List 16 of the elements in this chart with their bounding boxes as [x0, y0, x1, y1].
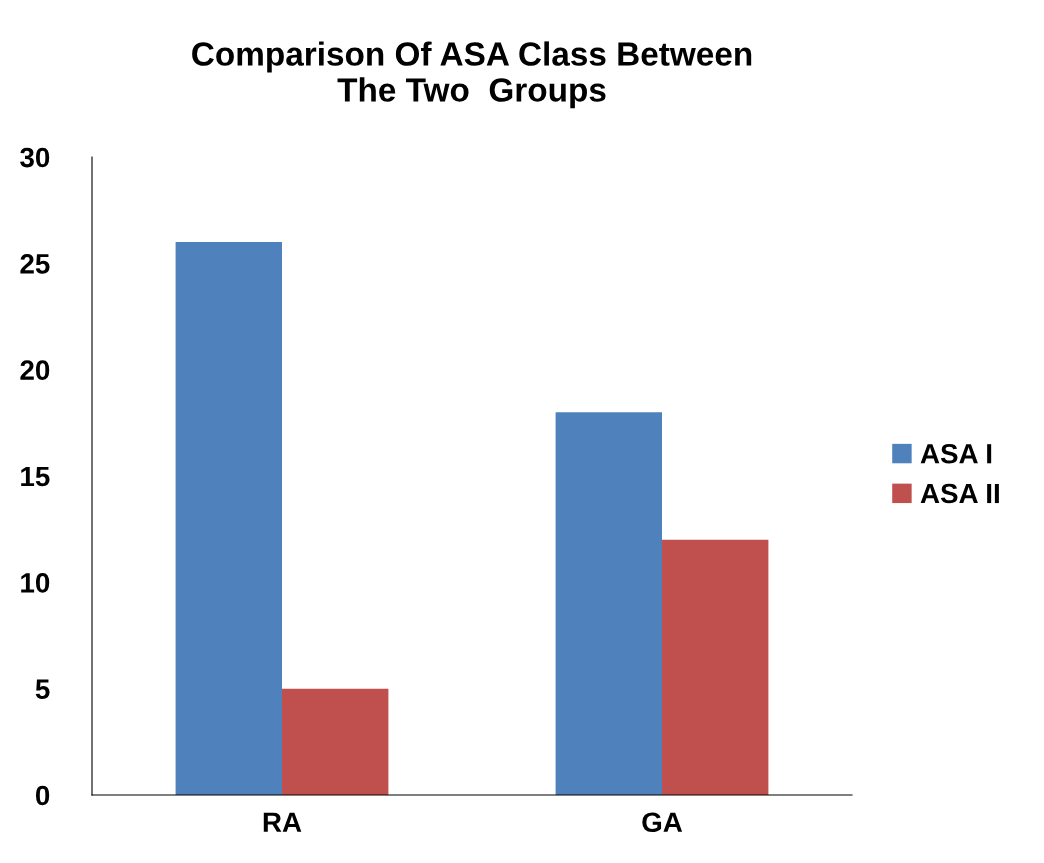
chart-title: Comparison Of ASA Class Between The Two Groups — [192, 41, 752, 109]
y-tick-label: 30 — [20, 147, 50, 168]
x-tick-label: RA — [263, 812, 302, 832]
bar — [662, 539, 769, 795]
y-tick-label: 20 — [20, 360, 50, 381]
bar — [282, 688, 389, 795]
legend-label: ASA II — [920, 483, 999, 504]
y-tick-label: 0 — [35, 785, 50, 806]
bar — [555, 412, 662, 795]
y-tick-label: 10 — [21, 573, 50, 593]
x-tick-label: GA — [642, 812, 683, 833]
y-tick-label: 5 — [35, 679, 50, 700]
y-tick-label: 25 — [20, 254, 50, 274]
bar — [175, 242, 282, 795]
y-tick-label: 15 — [21, 466, 50, 487]
legend-label: ASA I — [920, 443, 992, 464]
